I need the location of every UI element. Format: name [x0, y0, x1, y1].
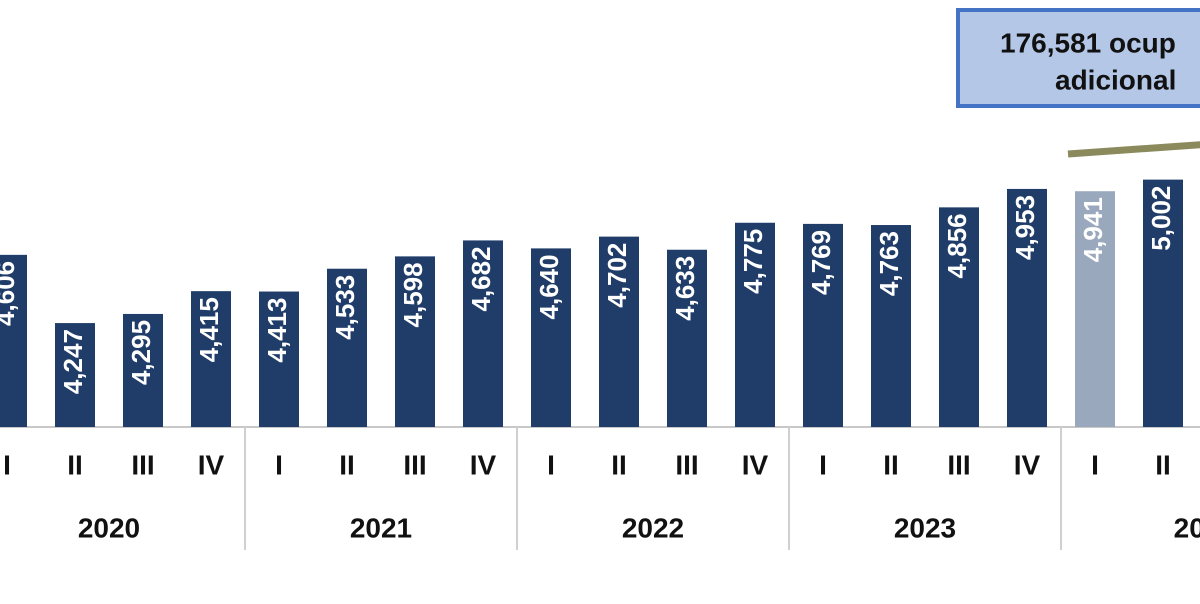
bar: [395, 256, 435, 427]
x-tick-label: IV: [198, 449, 225, 480]
bar: [599, 236, 639, 427]
value-label: 4,775: [738, 229, 768, 294]
value-label: 4,633: [670, 256, 700, 321]
annotation-connector: [1067, 141, 1200, 158]
x-tick-label: II: [339, 449, 355, 480]
value-label: 5,002: [1146, 186, 1176, 251]
value-label: 4,941: [1078, 197, 1108, 262]
annotation-line: 176,581 ocup: [1000, 27, 1176, 58]
bar: [871, 225, 911, 427]
value-label: 4,640: [534, 254, 564, 319]
x-tick-label: I: [275, 449, 283, 480]
x-tick-label: I: [819, 449, 827, 480]
year-label: 2022: [622, 512, 684, 543]
x-tick-label: IV: [742, 449, 769, 480]
bar: [667, 249, 707, 427]
value-label: 4,682: [466, 246, 496, 311]
bar: [123, 313, 163, 427]
value-label: 4,769: [806, 230, 836, 295]
x-tick-label: I: [1091, 449, 1099, 480]
x-tick-label: II: [883, 449, 899, 480]
value-label: 4,702: [602, 243, 632, 308]
x-tick-label: I: [547, 449, 555, 480]
bar: [939, 207, 979, 427]
value-label: 4,953: [1010, 195, 1040, 260]
value-label: 4,415: [194, 297, 224, 362]
value-label: 4,247: [58, 329, 88, 394]
x-tick-label: III: [947, 449, 970, 480]
value-label: 4,295: [126, 320, 156, 385]
annotation-line: adicional: [1055, 64, 1176, 95]
bar: [1075, 191, 1115, 427]
value-label: 4,413: [262, 298, 292, 363]
year-label: 2020: [78, 512, 140, 543]
bar: [1007, 188, 1047, 427]
bar: [735, 222, 775, 427]
x-tick-label: II: [67, 449, 83, 480]
x-tick-label: I: [3, 449, 11, 480]
x-tick-label: IV: [1014, 449, 1041, 480]
bar: [1143, 179, 1183, 427]
year-label: 2021: [350, 512, 412, 543]
x-tick-label: III: [403, 449, 426, 480]
value-label: 4,533: [330, 275, 360, 340]
bar: [259, 291, 299, 427]
x-tick-label: III: [131, 449, 154, 480]
year-label: 202: [1174, 512, 1200, 543]
value-label: 4,763: [874, 231, 904, 296]
x-tick-label: II: [1155, 449, 1171, 480]
bar: [327, 268, 367, 427]
bar: [803, 223, 843, 427]
annotation-box: [956, 8, 1200, 108]
value-label: 4,598: [398, 262, 428, 327]
year-label: 2023: [894, 512, 956, 543]
x-tick-label: IV: [470, 449, 497, 480]
bar: [531, 248, 571, 427]
value-label: 4,606: [0, 261, 20, 326]
bar: [0, 254, 27, 427]
x-tick-label: III: [675, 449, 698, 480]
value-label: 4,856: [942, 213, 972, 278]
bar: [55, 323, 95, 427]
x-tick-label: II: [611, 449, 627, 480]
bar: [463, 240, 503, 427]
bar: [191, 291, 231, 427]
